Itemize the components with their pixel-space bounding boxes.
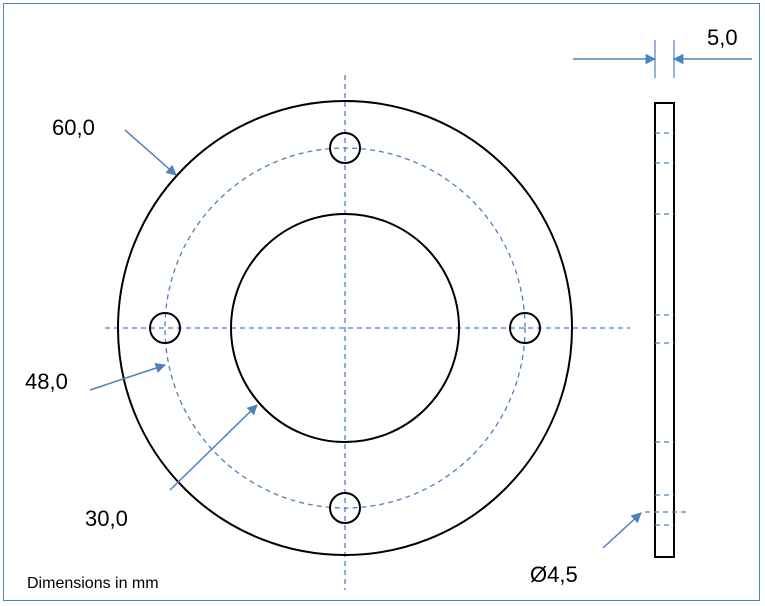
outer-diameter-label: 60,0 — [52, 115, 95, 140]
front-view: 60,0 48,0 30,0 — [25, 75, 630, 590]
units-note: Dimensions in mm — [27, 575, 159, 592]
side-view: 5,0 Ø4,5 — [530, 25, 752, 587]
bolt-hole-bottom — [329, 492, 361, 524]
inner-circle — [230, 213, 460, 443]
bolt-hole-right — [509, 312, 541, 344]
outer-diameter-leader — [124, 129, 177, 176]
bolt-circle-label: 48,0 — [25, 369, 68, 394]
inner-diameter-leader — [169, 404, 258, 491]
bolt-hole-left — [149, 312, 181, 344]
plate-side-outline — [654, 102, 675, 558]
bolt-circle — [164, 147, 526, 509]
hole-diameter-leader — [602, 512, 642, 549]
bolt-hole-top — [329, 132, 361, 164]
hole-diameter-label: Ø4,5 — [530, 562, 578, 587]
inner-diameter-label: 30,0 — [85, 506, 128, 531]
drawing-frame — [3, 3, 760, 601]
hidden-lines — [655, 132, 674, 526]
bolt-circle-leader — [89, 363, 166, 391]
thickness-label: 5,0 — [707, 25, 738, 50]
outer-circle — [117, 100, 573, 556]
